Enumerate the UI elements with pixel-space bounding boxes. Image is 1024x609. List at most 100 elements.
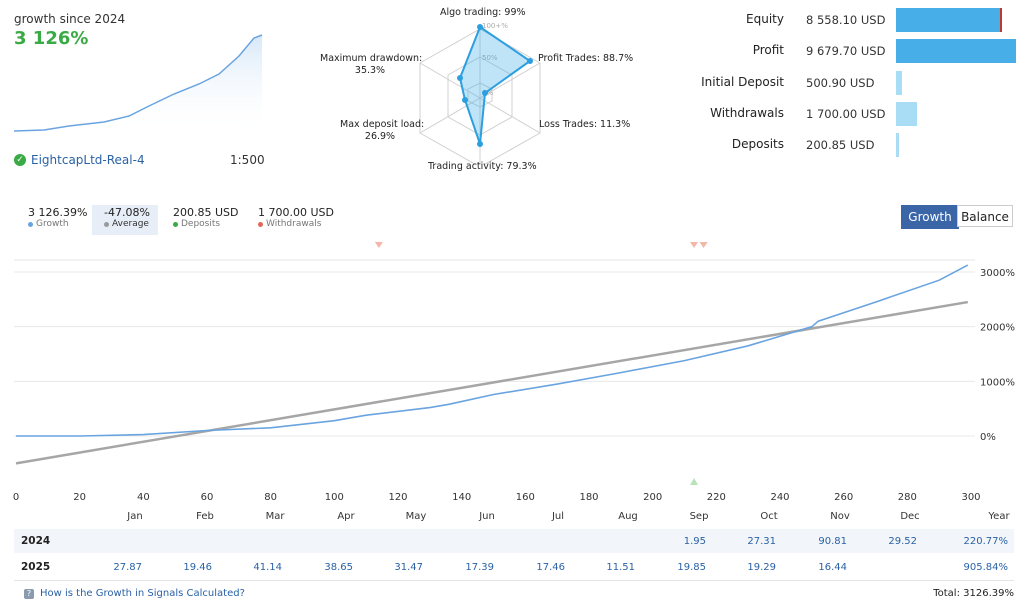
- month-value-cell: 19.46: [183, 562, 212, 573]
- x-tick-label: 60: [201, 492, 214, 503]
- stat-value-profit: 9 679.70 USD: [806, 44, 886, 58]
- legend-growth-value: 3 126.39%: [28, 206, 88, 219]
- help-text: How is the Growth in Signals Calculated?: [40, 588, 245, 599]
- x-tick-label: 240: [770, 492, 789, 503]
- month-header: Oct: [760, 511, 778, 522]
- month-header: Sep: [689, 511, 709, 522]
- stat-bar-equity: [896, 8, 1002, 32]
- growth-line: [16, 264, 969, 437]
- growth-help-link[interactable]: ? How is the Growth in Signals Calculate…: [24, 588, 245, 599]
- y-tick-label: 2000%: [980, 323, 1015, 334]
- radar-chart: 100+% 50% 0%: [419, 22, 541, 165]
- month-value-cell: 17.46: [536, 562, 565, 573]
- account-name: EightcapLtd-Real-4: [31, 153, 145, 167]
- year-label: 2024: [21, 535, 51, 547]
- month-value-cell: 1.95: [683, 536, 706, 547]
- x-tick-label: 0: [13, 492, 19, 503]
- stat-bar-initial-deposit: [896, 71, 902, 95]
- radar-label-deposit-load-name: Max deposit load:: [340, 119, 425, 130]
- month-header: May: [405, 511, 427, 522]
- radar-axis: [419, 62, 541, 134]
- legend-deposits-dot-icon: [173, 221, 178, 227]
- radar-label-deposit-load-value: 26.9%: [364, 131, 396, 142]
- radar-label-loss: Loss Trades: 11.3%: [539, 119, 631, 130]
- stat-label-profit: Profit: [752, 43, 784, 57]
- growth-toggle-button[interactable]: Growth: [901, 205, 959, 229]
- y-tick-label: 0%: [980, 432, 996, 443]
- month-header: Mar: [265, 511, 285, 522]
- year-total-cell: 905.84%: [963, 562, 1009, 573]
- x-tick-label: 140: [452, 492, 471, 503]
- legend-deposits[interactable]: 200.85 USD Deposits: [165, 205, 247, 235]
- radar-label-drawdown-name: Maximum drawdown:: [320, 53, 423, 64]
- month-value-cell: 16.44: [818, 562, 847, 573]
- radar-point: [477, 24, 483, 30]
- stat-label-equity: Equity: [746, 12, 784, 26]
- table-row-2025: 2025: [14, 555, 1014, 579]
- stat-bar-profit: [896, 39, 1016, 63]
- table-row-2024: 2024: [14, 529, 1014, 553]
- radar-label-algo: Algo trading: 99%: [440, 7, 526, 18]
- withdrawal-marker: [690, 242, 699, 248]
- year-total-cell: 220.77%: [963, 536, 1009, 547]
- month-header: Apr: [337, 511, 355, 522]
- mini-growth-chart: [14, 34, 263, 134]
- legend-growth[interactable]: 3 126.39% Growth: [20, 205, 95, 235]
- legend-average[interactable]: -47.08% Average: [92, 205, 158, 235]
- x-tick-label: 160: [516, 492, 535, 503]
- radar-label-profit: Profit Trades: 88.7%: [538, 53, 634, 64]
- stat-bar-deposits: [896, 133, 899, 157]
- growth-title: growth since 2024: [14, 12, 126, 26]
- month-header: Jun: [479, 511, 495, 522]
- radar-point: [457, 75, 463, 81]
- mini-growth-area: [14, 35, 262, 134]
- stat-value-withdrawals: 1 700.00 USD: [806, 107, 886, 121]
- withdrawal-marker: [374, 242, 383, 248]
- month-header: Nov: [830, 511, 850, 522]
- month-value-cell: 27.31: [747, 536, 776, 547]
- radar-label-drawdown: Maximum drawdown: 35.3%: [320, 53, 423, 77]
- stat-label-initial-deposit: Initial Deposit: [701, 75, 784, 89]
- legend-withdrawals[interactable]: 1 700.00 USD Withdrawals: [250, 205, 342, 235]
- table-divider: [14, 580, 1014, 581]
- month-value-cell: 38.65: [324, 562, 353, 573]
- month-value-cell: 29.52: [888, 536, 917, 547]
- x-tick-label: 40: [137, 492, 150, 503]
- help-icon: ?: [24, 588, 34, 599]
- growth-value: 3 126%: [14, 28, 89, 49]
- x-tick-label: 280: [898, 492, 917, 503]
- month-header: Jan: [127, 511, 143, 522]
- x-tick-label: 300: [961, 492, 980, 503]
- x-tick-label: 260: [834, 492, 853, 503]
- y-tick-label: 3000%: [980, 268, 1015, 279]
- y-tick-label: 1000%: [980, 377, 1015, 388]
- account-link[interactable]: ✓ EightcapLtd-Real-4: [14, 153, 145, 167]
- month-value-cell: 27.87: [113, 562, 142, 573]
- deposit-marker: [690, 478, 699, 485]
- balance-toggle-button[interactable]: Balance: [957, 205, 1013, 227]
- withdrawal-marker: [699, 242, 708, 248]
- legend-withdrawals-label: Withdrawals: [266, 219, 322, 229]
- radar-label-activity: Trading activity: 79.3%: [428, 161, 537, 172]
- month-header: Feb: [196, 511, 214, 522]
- stat-value-equity: 8 558.10 USD: [806, 13, 886, 27]
- month-header: Aug: [618, 511, 638, 522]
- legend-average-dot-icon: [104, 221, 109, 227]
- legend-deposits-label: Deposits: [181, 219, 221, 229]
- verified-check-icon: ✓: [14, 154, 26, 166]
- radar-ring-label: 100+%: [482, 22, 508, 30]
- month-header: Jul: [551, 511, 565, 522]
- mini-growth-line: [14, 34, 263, 132]
- x-tick-label: 100: [325, 492, 344, 503]
- legend-average-label: Average: [112, 219, 149, 229]
- stat-value-initial-deposit: 500.90 USD: [806, 76, 875, 90]
- growth-chart: 3000% 2000% 1000% 0% 0 20 40 60 80 100 120 140 160 18…: [13, 242, 1015, 503]
- radar-point: [462, 97, 468, 103]
- stat-value-deposits: 200.85 USD: [806, 138, 875, 152]
- radar-point: [527, 58, 533, 64]
- month-header: Year: [988, 511, 1010, 522]
- month-value-cell: 17.39: [465, 562, 494, 573]
- legend-withdrawals-dot-icon: [258, 221, 263, 227]
- month-value-cell: 19.85: [677, 562, 706, 573]
- x-tick-label: 80: [264, 492, 277, 503]
